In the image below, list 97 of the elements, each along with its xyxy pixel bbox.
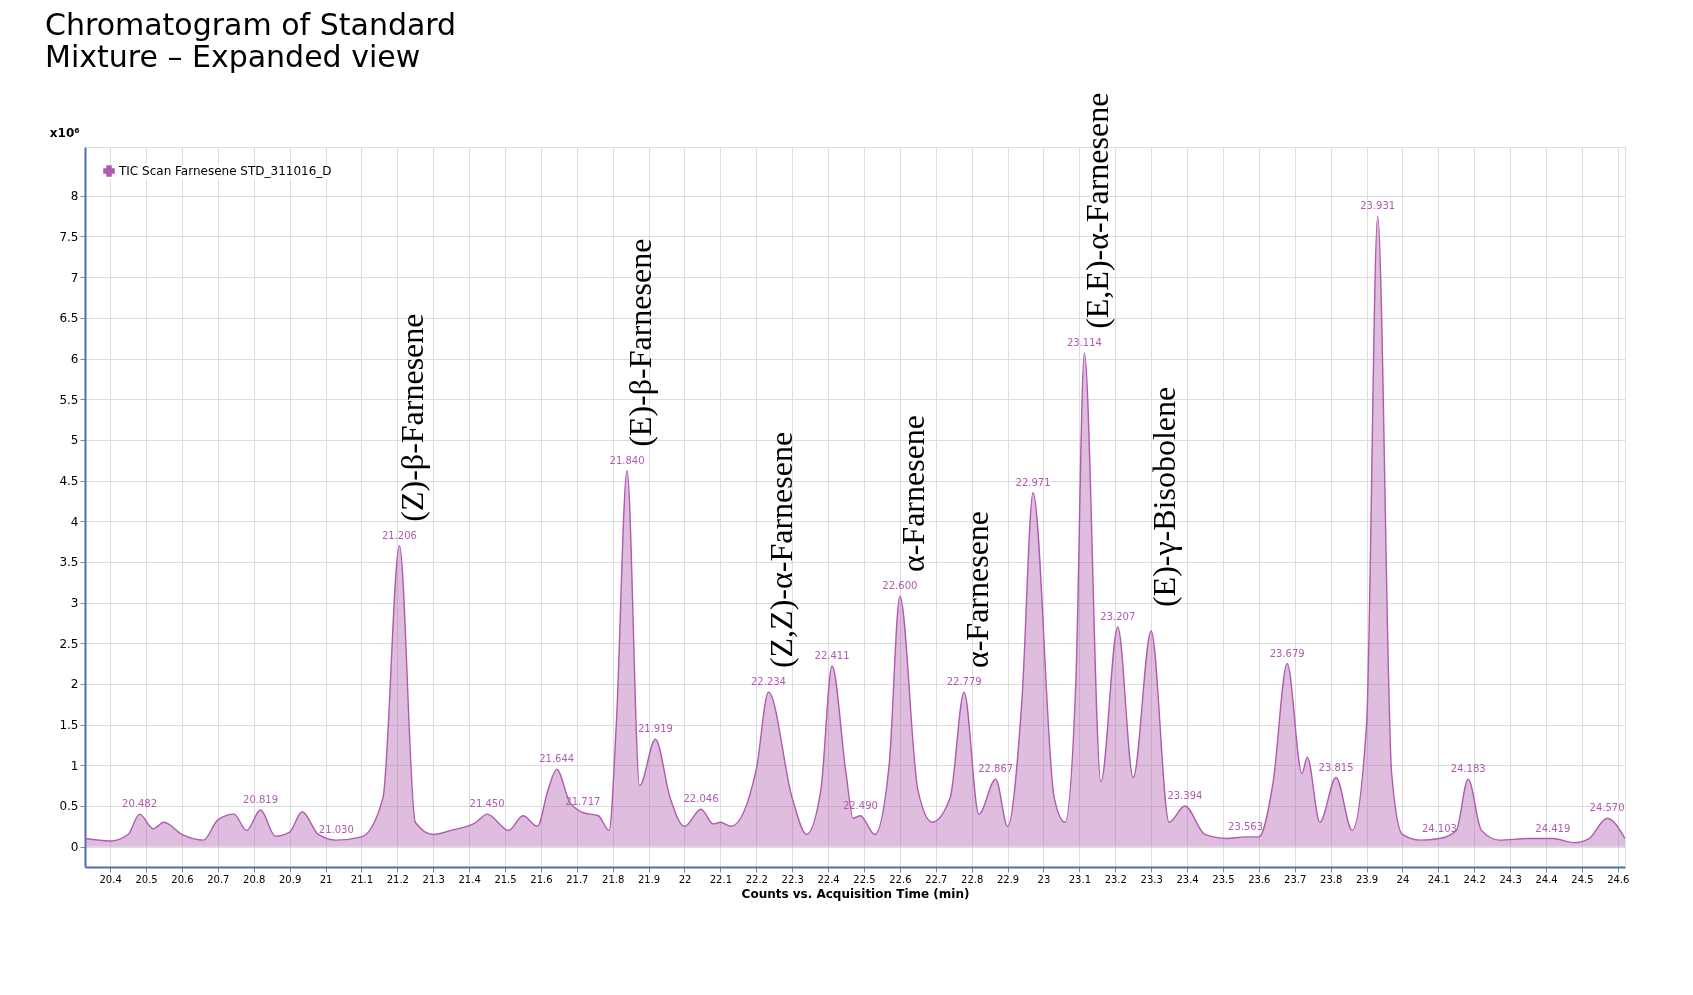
y-tick-label: 0.5 bbox=[59, 799, 79, 814]
x-tick-label: 24.6 bbox=[1607, 873, 1630, 885]
x-axis-title: Counts vs. Acquisition Time (min) bbox=[741, 886, 970, 901]
x-tick-label: 21.6 bbox=[530, 873, 553, 885]
x-tick-label: 23.9 bbox=[1355, 873, 1379, 885]
y-tick-label: 7 bbox=[70, 270, 79, 285]
annotation: 23.931 bbox=[1360, 200, 1396, 212]
annotation: 22.046 bbox=[683, 793, 719, 805]
y-tick-label: 5 bbox=[70, 433, 79, 448]
x-tick-label: 23.6 bbox=[1248, 873, 1271, 885]
annotation: (E)-β-Farnesene bbox=[622, 238, 659, 447]
x-tick-label: 22.1 bbox=[709, 873, 733, 885]
annotation: 23.114 bbox=[1066, 336, 1102, 348]
annotation: 24.103 bbox=[1421, 822, 1457, 834]
annotation: 23.563 bbox=[1228, 820, 1264, 832]
x-tick-label: 21.2 bbox=[386, 873, 409, 885]
x-tick-label: 23.5 bbox=[1212, 873, 1235, 885]
annotation: α-Farnesene bbox=[959, 510, 996, 669]
chart-title: Chromatogram of Standard Mixture – Expanded view bbox=[45, 6, 457, 74]
annotation: 21.030 bbox=[318, 824, 354, 836]
x-tick-label: 23 bbox=[1037, 873, 1051, 885]
x-tick-label: 22 bbox=[678, 873, 692, 885]
annotation: (Z,Z)-α-Farnesene bbox=[763, 431, 800, 669]
x-tick-label: 21.5 bbox=[494, 873, 517, 885]
annotation: 23.815 bbox=[1318, 761, 1354, 773]
y-tick-label: 6 bbox=[70, 352, 79, 367]
x-tick-label: 23.8 bbox=[1320, 873, 1343, 885]
annotation: (E)-γ-Bisobolene bbox=[1146, 386, 1183, 608]
x-tick-label: 22.8 bbox=[961, 873, 984, 885]
y-tick-label: 8 bbox=[70, 189, 79, 204]
x-tick-label: 20.7 bbox=[207, 873, 230, 885]
x-tick-label: 22.7 bbox=[925, 873, 948, 885]
annotation: 21.919 bbox=[637, 723, 673, 735]
annotation: 24.419 bbox=[1535, 822, 1571, 834]
x-tick-label: 21.7 bbox=[566, 873, 589, 885]
x-tick-label: 24.4 bbox=[1535, 873, 1558, 885]
x-tick-label: 22.9 bbox=[996, 873, 1020, 885]
y-tick-label: 3 bbox=[70, 596, 79, 611]
x-tick-label: 21 bbox=[319, 873, 333, 885]
annotation: 22.411 bbox=[814, 650, 850, 662]
x-tick-label: 23.7 bbox=[1284, 873, 1307, 885]
x-tick-label: 20.8 bbox=[243, 873, 266, 885]
x-tick-label: 24.5 bbox=[1571, 873, 1594, 885]
annotation: 21.206 bbox=[381, 529, 417, 541]
annotation: 23.679 bbox=[1269, 647, 1305, 659]
annotation: 23.394 bbox=[1167, 789, 1203, 801]
annotation: 21.840 bbox=[609, 454, 645, 466]
y-tick-label: 1.5 bbox=[59, 718, 79, 733]
x-tick-label: 22.3 bbox=[781, 873, 804, 885]
annotation: 22.971 bbox=[1015, 476, 1051, 488]
y-tick-label: 4 bbox=[70, 514, 79, 529]
annotation: 21.450 bbox=[469, 798, 505, 810]
x-tick-label: 24.1 bbox=[1427, 873, 1450, 885]
annotation: α-Farnesene bbox=[894, 414, 931, 573]
x-tick-label: 21.3 bbox=[422, 873, 445, 885]
annotation: 22.600 bbox=[882, 580, 918, 592]
x-tick-label: 23.2 bbox=[1104, 873, 1127, 885]
x-tick-label: 20.9 bbox=[278, 873, 302, 885]
annotation: 22.234 bbox=[750, 676, 786, 688]
x-tick-label: 24 bbox=[1396, 873, 1410, 885]
y-tick-label: 5.5 bbox=[59, 392, 79, 407]
annotation: (E,E)-α-Farnesene bbox=[1079, 92, 1116, 329]
annotation: 24.570 bbox=[1589, 802, 1625, 814]
y-tick-label: 0 bbox=[70, 840, 79, 855]
x-tick-label: 21.1 bbox=[350, 873, 374, 885]
y-tick-label: 2.5 bbox=[59, 636, 79, 651]
annotation: 20.482 bbox=[122, 798, 158, 810]
y-tick-label: 7.5 bbox=[59, 229, 79, 244]
x-tick-label: 23.3 bbox=[1140, 873, 1163, 885]
annotation: 20.819 bbox=[243, 794, 279, 806]
y-tick-label: 6.5 bbox=[59, 311, 79, 326]
x-tick-label: 22.4 bbox=[817, 873, 840, 885]
x-tick-label: 23.4 bbox=[1176, 873, 1199, 885]
annotation: 22.779 bbox=[946, 676, 982, 688]
legend-label: TIC Scan Farnesene STD_311016_D bbox=[118, 164, 332, 178]
x-tick-label: 22.5 bbox=[853, 873, 876, 885]
x-tick-label: 23.1 bbox=[1068, 873, 1091, 885]
x-tick-label: 20.5 bbox=[135, 873, 158, 885]
y-tick-label: 2 bbox=[70, 677, 79, 692]
x-tick-label: 24.3 bbox=[1499, 873, 1522, 885]
x-tick-label: 22.6 bbox=[889, 873, 912, 885]
annotation: 23.207 bbox=[1100, 611, 1136, 622]
annotation: 24.183 bbox=[1450, 763, 1486, 775]
x-tick-label: 20.4 bbox=[99, 873, 122, 885]
annotation: (Z)-β-Farnesene bbox=[394, 313, 431, 522]
annotation: 22.867 bbox=[978, 763, 1014, 775]
annotation: 21.644 bbox=[539, 753, 575, 765]
y-tick-label: 3.5 bbox=[59, 555, 79, 570]
x-tick-label: 21.9 bbox=[637, 873, 661, 885]
x-tick-label: 20.6 bbox=[171, 873, 194, 885]
y-tick-label: 4.5 bbox=[59, 474, 79, 489]
x-tick-label: 24.2 bbox=[1463, 873, 1486, 885]
x-tick-label: 21.4 bbox=[458, 873, 481, 885]
x-tick-label: 21.8 bbox=[602, 873, 625, 885]
x-tick-label: 22.2 bbox=[745, 873, 768, 885]
y-axis-title: x10⁶ bbox=[49, 125, 80, 140]
y-tick-label: 1 bbox=[70, 758, 79, 773]
